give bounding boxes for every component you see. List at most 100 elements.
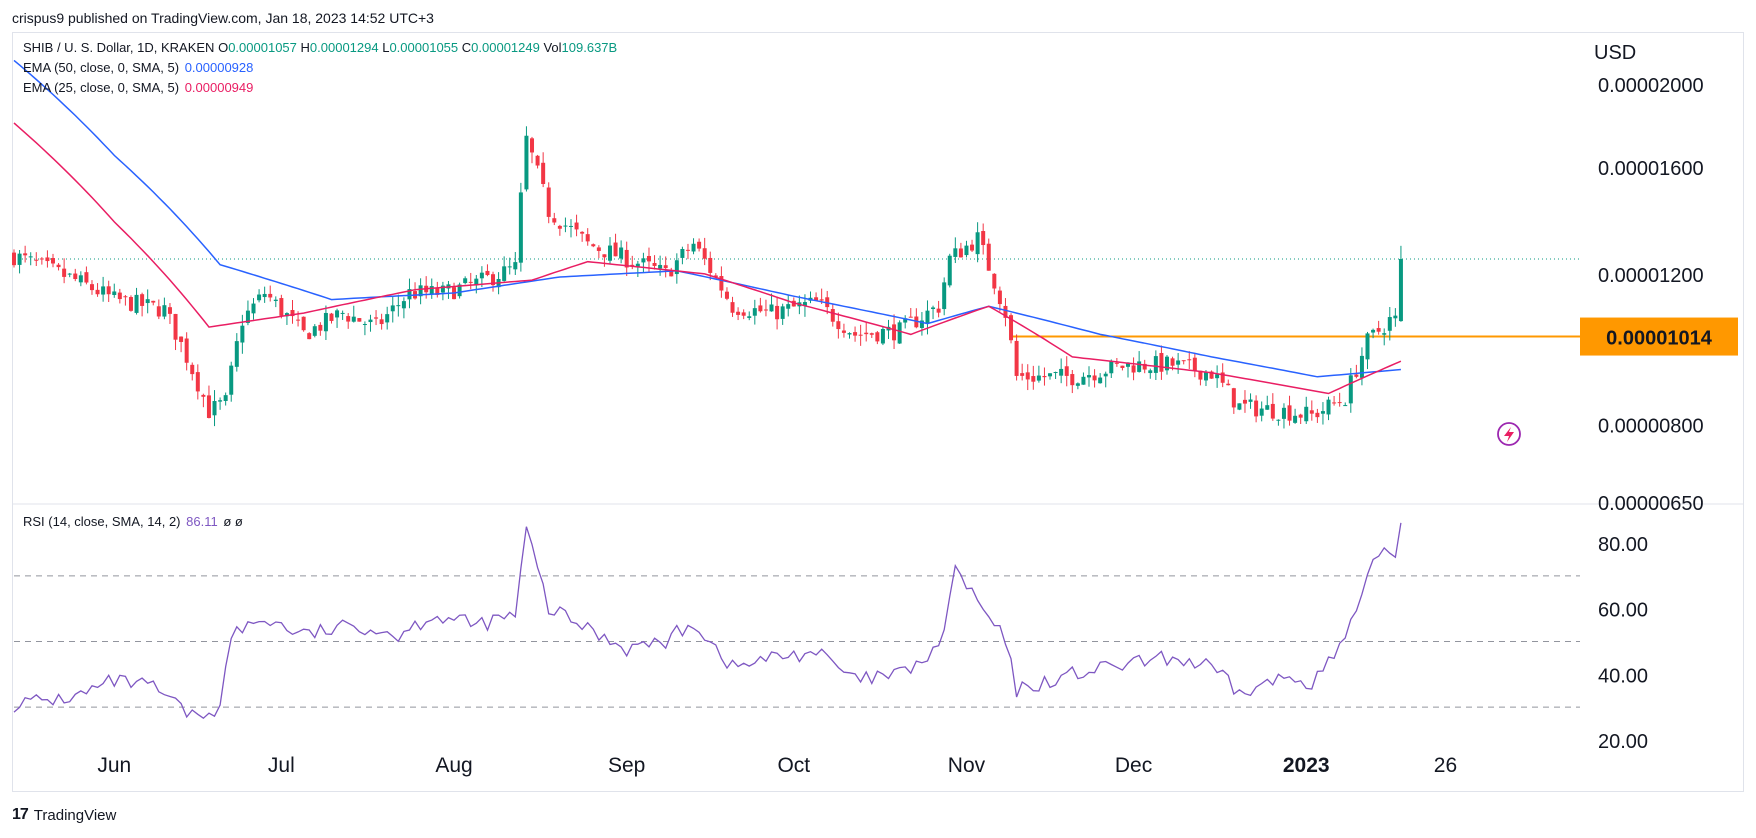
candle — [23, 245, 28, 263]
candle — [407, 278, 412, 309]
candle — [1003, 298, 1008, 327]
candle — [947, 253, 952, 288]
candle-body — [1276, 419, 1281, 421]
candle-body — [680, 248, 685, 258]
candle-body — [290, 310, 295, 317]
candle-body — [179, 336, 184, 342]
x-axis-tick-8: 26 — [1434, 754, 1457, 777]
candle — [1103, 371, 1108, 388]
candle-body — [953, 248, 958, 257]
candle-body — [73, 273, 78, 280]
price-tag-bg — [1580, 317, 1738, 356]
candle — [413, 282, 418, 300]
candle — [396, 294, 401, 317]
candle-body — [39, 258, 44, 260]
candle — [257, 289, 262, 303]
candle — [1254, 395, 1259, 423]
candle — [1020, 363, 1025, 381]
candle — [992, 273, 997, 295]
candle-body — [1109, 361, 1114, 374]
candle — [106, 280, 111, 302]
candle — [1009, 313, 1014, 344]
candle — [975, 222, 980, 263]
candle-body — [958, 248, 963, 258]
candle-body — [385, 314, 390, 323]
candle — [179, 336, 184, 353]
candle-body — [1164, 356, 1169, 371]
candle-body — [257, 294, 262, 301]
candle-body — [713, 275, 718, 278]
candle-body — [964, 245, 969, 256]
candle — [50, 253, 55, 268]
candle-body — [1059, 368, 1064, 376]
candle-body — [769, 304, 774, 312]
candle — [1142, 359, 1147, 374]
candle — [507, 257, 512, 275]
candle-body — [591, 244, 596, 247]
candle-body — [1031, 376, 1036, 382]
candle-body — [296, 319, 301, 321]
candle-body — [1231, 388, 1236, 408]
candle — [251, 298, 256, 320]
candle-body — [1025, 372, 1030, 380]
candle-body — [435, 288, 440, 295]
candle — [440, 281, 445, 301]
candle — [452, 282, 457, 300]
candle-body — [1332, 402, 1337, 404]
candle-body — [1209, 371, 1214, 379]
candle — [658, 255, 663, 276]
price-axis-tick-0: 0.00000650 — [1598, 493, 1704, 515]
candle — [1087, 366, 1092, 387]
candle — [752, 299, 757, 325]
candle — [908, 307, 913, 318]
candle — [942, 277, 947, 316]
candle-body — [1371, 329, 1376, 333]
candle-body — [123, 296, 128, 298]
candle-body — [892, 324, 897, 341]
brand-name: TradingView — [33, 806, 117, 824]
candle-body — [691, 243, 696, 252]
rsi-axis-tick-2: 60.00 — [1598, 600, 1648, 622]
candle-body — [1337, 402, 1342, 404]
candle — [574, 214, 579, 237]
candle-body — [1137, 361, 1142, 372]
candle-body — [942, 282, 947, 310]
lightning-icon-bolt — [1504, 427, 1514, 442]
candle — [12, 249, 16, 268]
candle — [830, 304, 835, 327]
legend-open: O0.00001057 — [218, 40, 300, 55]
candle — [502, 256, 507, 282]
candle — [1315, 408, 1320, 423]
candle-body — [1075, 383, 1080, 386]
chart-frame[interactable] — [12, 32, 1744, 792]
candle-body — [1348, 375, 1353, 404]
candle — [613, 233, 618, 257]
candle — [1031, 365, 1036, 390]
candle-body — [574, 222, 579, 230]
candle — [1376, 320, 1381, 335]
candle — [530, 136, 535, 164]
candle-body — [864, 332, 869, 335]
candle — [685, 243, 690, 260]
candle — [953, 237, 958, 264]
legend-ema50-row: EMA (50, close, 0, SMA, 5) 0.00000928 — [23, 60, 253, 75]
candle-body — [802, 302, 807, 306]
candle-body — [1020, 373, 1025, 376]
candle-body — [658, 264, 663, 269]
candle — [1231, 387, 1236, 414]
tradingview-brand[interactable]: 17 TradingView — [12, 806, 116, 824]
candle — [602, 254, 607, 267]
legend-rsi-value: 86.11 — [186, 514, 218, 529]
candle-body — [1354, 374, 1359, 377]
candle-body — [78, 275, 83, 283]
candle-body — [663, 265, 668, 269]
candle — [1276, 419, 1281, 426]
candle — [931, 305, 936, 320]
candle-body — [1248, 399, 1253, 402]
candle-body — [747, 316, 752, 318]
candle-body — [34, 259, 39, 261]
candle — [1064, 356, 1069, 387]
candle-body — [847, 333, 852, 335]
candle-body — [396, 305, 401, 307]
